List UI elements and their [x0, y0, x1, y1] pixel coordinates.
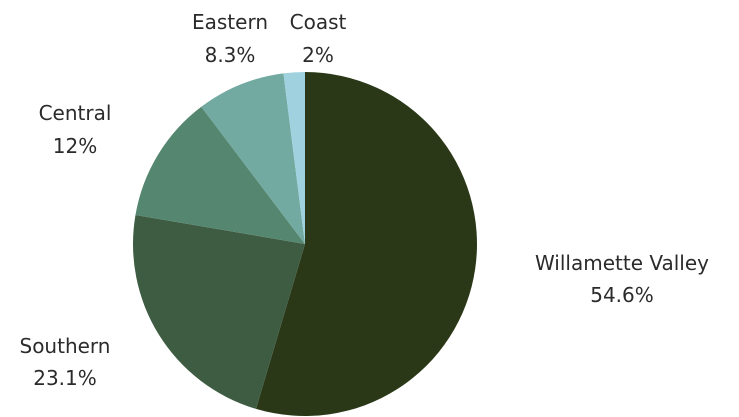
- slice-label-central: Central: [39, 101, 112, 125]
- slice-value-coast: 2%: [302, 43, 334, 67]
- slice-value-willamette-valley: 54.6%: [590, 283, 654, 307]
- pie-slice-central: [135, 106, 305, 244]
- slice-label-coast: Coast: [290, 10, 347, 34]
- slice-value-southern: 23.1%: [33, 366, 97, 390]
- pie-labels: Willamette Valley 54.6% Southern 23.1% Centr…: [20, 10, 710, 390]
- pie-slice-southern: [133, 214, 305, 409]
- pie-slice-coast: [283, 72, 305, 244]
- pie-slice-willamette-valley: [255, 72, 477, 417]
- slice-label-eastern: Eastern: [192, 10, 268, 34]
- slice-value-eastern: 8.3%: [205, 43, 256, 67]
- slice-label-willamette-valley: Willamette Valley: [535, 251, 709, 275]
- pie-slices: [133, 72, 477, 417]
- pie-slice-eastern: [201, 73, 305, 244]
- slice-label-southern: Southern: [20, 334, 111, 358]
- slice-value-central: 12%: [53, 134, 97, 158]
